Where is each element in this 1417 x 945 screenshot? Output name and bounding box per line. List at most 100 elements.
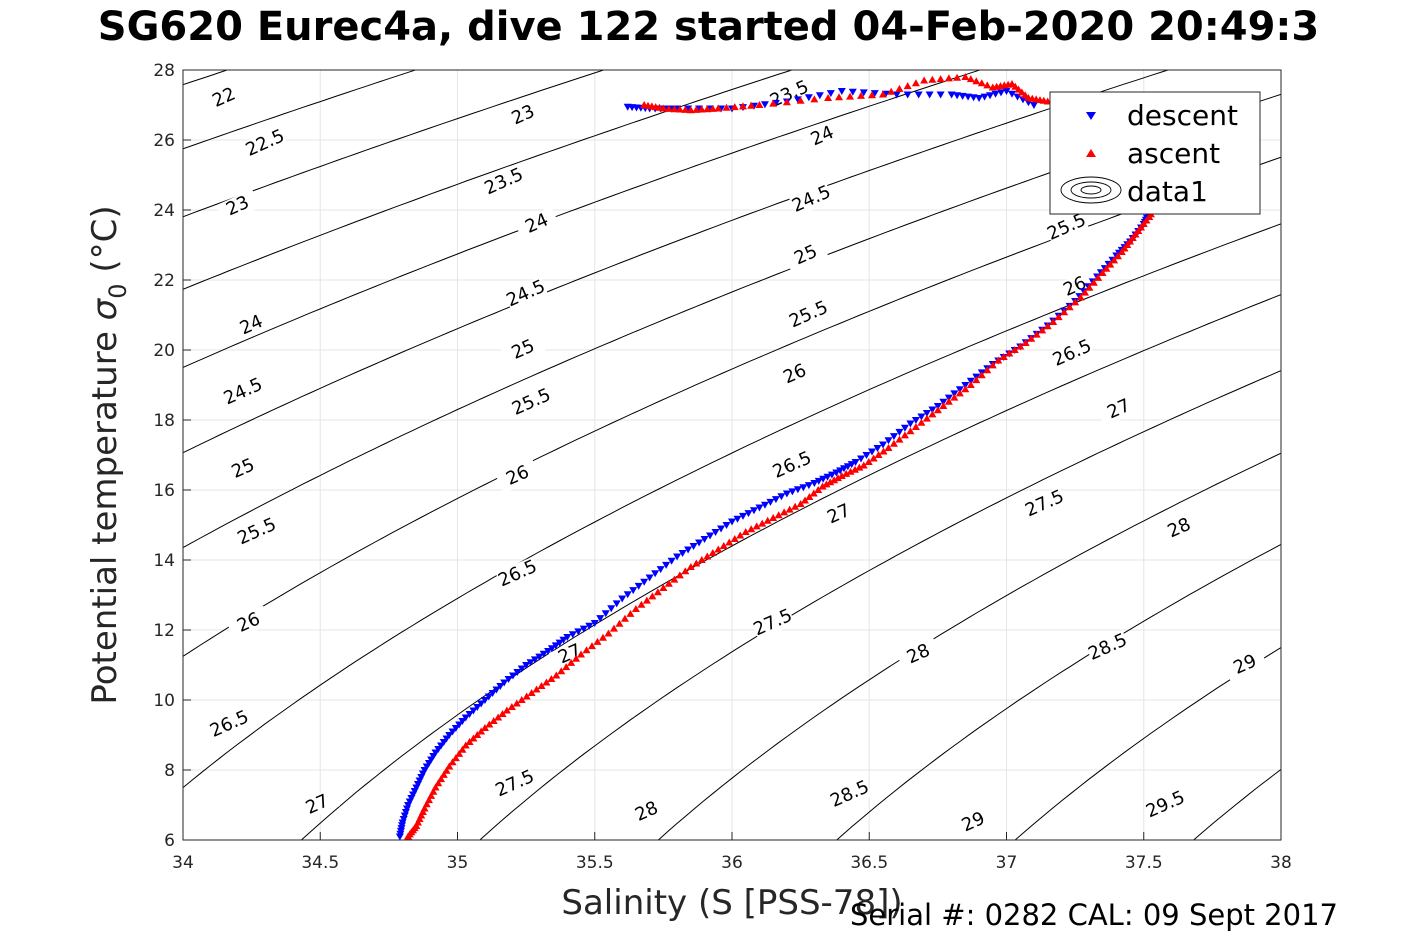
ascent-point (747, 525, 756, 533)
contour-label-bg (786, 297, 832, 333)
ascent-point (582, 646, 591, 654)
descent-point (975, 95, 984, 102)
ascent-point (697, 105, 706, 113)
ascent-point (911, 423, 920, 430)
contour-line (300, 294, 1281, 840)
descent-point (469, 707, 478, 715)
ascent-point (1110, 256, 1119, 264)
ascent-point (1102, 264, 1111, 272)
descent-point (859, 89, 868, 97)
ascent-point (977, 371, 986, 379)
ascent-point (846, 92, 855, 100)
y-tick-label: 24 (153, 201, 175, 221)
descent-point (1029, 102, 1038, 109)
legend-ascent-label: ascent (1127, 137, 1220, 170)
descent-point (539, 650, 548, 658)
ascent-point (758, 519, 767, 527)
contour-line (835, 543, 1281, 840)
ascent-point (936, 75, 945, 83)
ascent-point (708, 104, 717, 112)
ascent-point (686, 106, 695, 114)
ascent-point (1113, 252, 1122, 260)
descent-point (799, 484, 808, 492)
ascent-point (889, 439, 898, 447)
ascent-point (675, 571, 684, 579)
ascent-point (485, 720, 494, 728)
ascent-point (498, 710, 507, 717)
ascent-point (857, 91, 866, 99)
ascent-point (869, 454, 878, 462)
descent-point (760, 501, 769, 509)
ascent-point (939, 402, 948, 409)
contour-line (183, 70, 418, 150)
ascent-point (884, 444, 893, 451)
y-tick-label: 28 (153, 61, 175, 81)
ascent-point (966, 75, 975, 83)
ascent-point (567, 658, 576, 666)
descent-point (480, 697, 489, 704)
descent-point (477, 700, 486, 708)
ascent-point (769, 99, 778, 107)
legend-ascent-marker (1086, 149, 1096, 157)
ascent-point (738, 102, 747, 110)
y-axis-label-unit: (°C) (85, 205, 125, 283)
contour-label-bg (215, 189, 261, 224)
descent-point (782, 490, 791, 498)
descent-point (700, 536, 709, 543)
ascent-point (900, 431, 909, 439)
ascent-point (824, 94, 833, 101)
ascent-point (664, 579, 673, 587)
ascent-point (842, 469, 851, 477)
descent-point (928, 406, 937, 414)
descent-point (448, 728, 457, 736)
ascent-point (708, 549, 717, 556)
descent-point (706, 532, 715, 540)
ascent-point (572, 654, 581, 662)
descent-point (843, 463, 852, 471)
contour-label-bg (509, 385, 554, 420)
ascent-point (697, 556, 706, 563)
descent-point (969, 94, 978, 102)
contour-label-bg (501, 98, 546, 133)
descent-point (857, 455, 866, 463)
ascent-point (1005, 349, 1014, 357)
contour-label-bg (1096, 392, 1142, 427)
descent-point (612, 600, 621, 608)
x-tick-label: 37 (996, 853, 1018, 873)
ascent-point (494, 713, 503, 721)
ascent-point (507, 703, 516, 710)
descent-point (823, 473, 832, 481)
x-tick-label: 34.5 (301, 853, 339, 873)
contour-label-bg (221, 374, 266, 410)
ascent-point (774, 511, 783, 519)
descent-point (492, 686, 501, 694)
descent-point (559, 636, 568, 644)
contour-label-bg (624, 794, 670, 830)
descent-point (640, 578, 649, 586)
descent-point (839, 465, 848, 473)
ascent-point (703, 105, 712, 113)
contour-line (183, 70, 606, 218)
legend: descent ascent data1 (1049, 91, 1261, 215)
ascent-point (810, 95, 819, 103)
ascent-point (659, 584, 668, 591)
descent-point (958, 92, 967, 100)
contour-line (183, 156, 1281, 657)
descent-point (585, 622, 594, 630)
ascent-point (537, 682, 546, 689)
ascent-point (670, 105, 679, 113)
descent-point (568, 631, 577, 639)
descent-point (832, 469, 841, 477)
ascent-point (895, 435, 904, 443)
ascent-point (1071, 298, 1080, 306)
contour-label-bg (547, 637, 593, 672)
descent-point (836, 467, 845, 475)
ascent-point (922, 414, 931, 422)
descent-point (837, 88, 846, 95)
contour-line (183, 1, 256, 24)
descent-point (925, 91, 934, 99)
ascent-point (1065, 303, 1074, 311)
descent-point (936, 91, 945, 99)
ascent-point (1085, 283, 1094, 291)
ascent-point (604, 629, 613, 637)
